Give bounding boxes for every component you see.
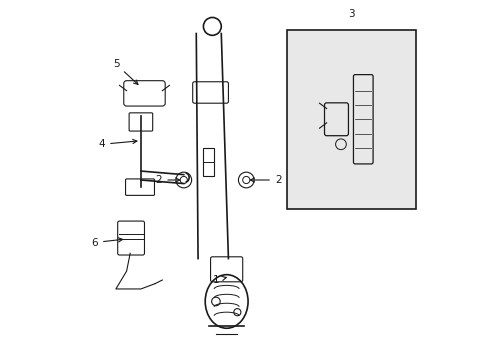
Text: 4: 4	[99, 139, 137, 149]
Text: 2: 2	[155, 175, 180, 185]
Text: 2: 2	[250, 175, 281, 185]
Text: 5: 5	[113, 59, 138, 84]
Text: 3: 3	[347, 9, 354, 19]
Text: 1: 1	[212, 275, 226, 285]
Bar	[203, 148, 214, 176]
Text: 6: 6	[91, 238, 122, 248]
Bar	[287, 30, 415, 208]
